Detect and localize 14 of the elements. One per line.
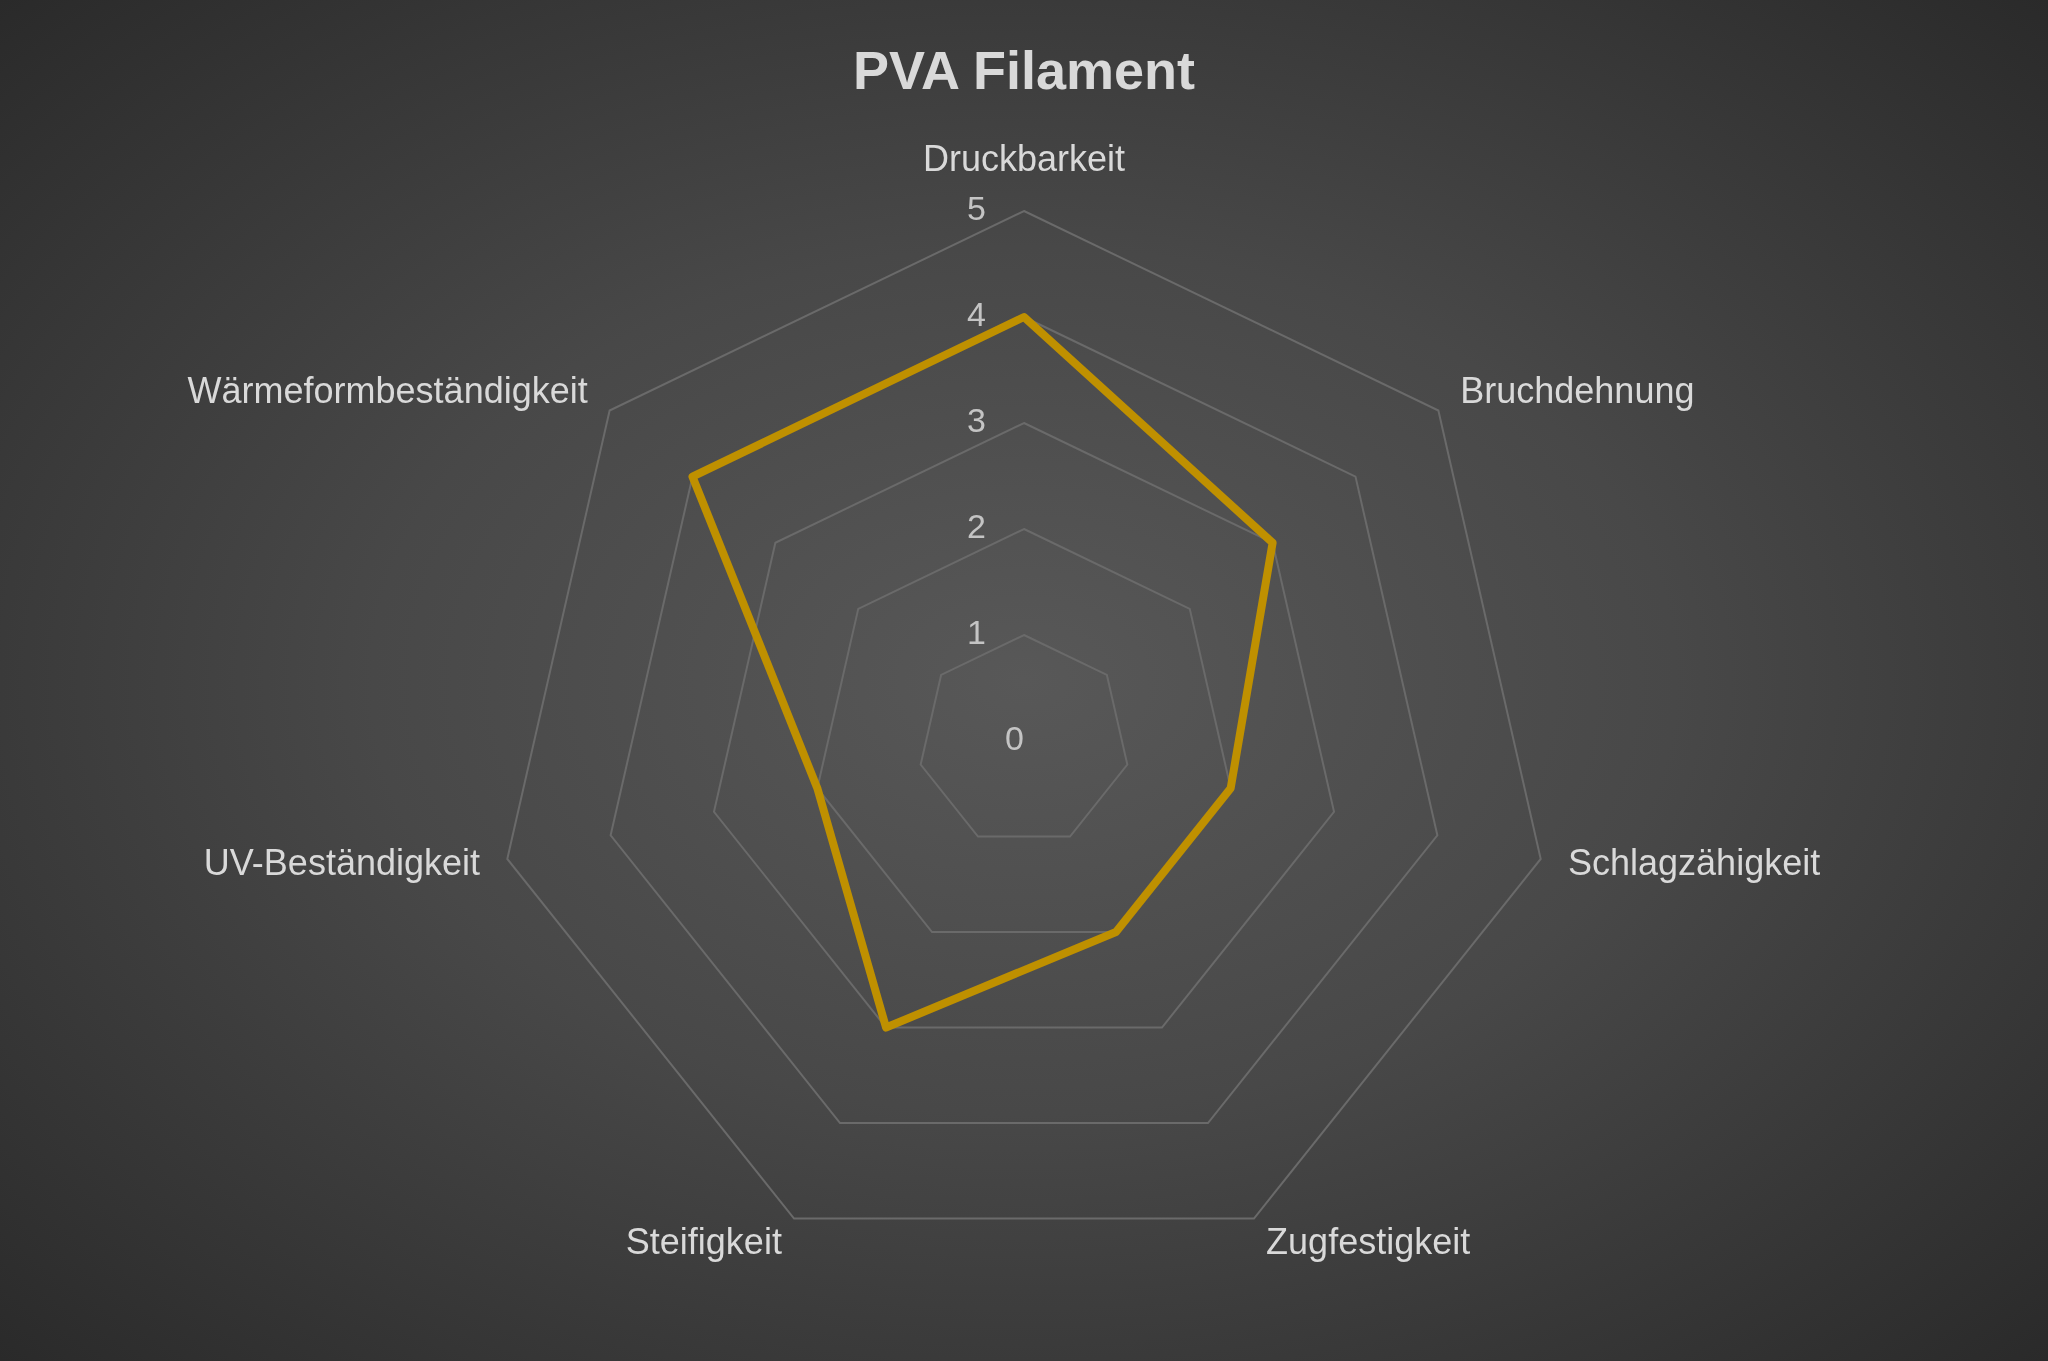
y-tick-label: 3 [967,401,986,440]
y-tick-label: 5 [967,189,986,228]
spoke-label: Bruchdehnung [1460,370,1695,412]
y-tick-label: 4 [967,295,986,334]
spoke-label: Zugfestigkeit [1266,1220,1471,1262]
y-tick-label: 0 [1005,719,1024,758]
spoke-label: Steifigkeit [625,1220,782,1262]
y-tick-label: 2 [967,507,986,546]
spoke-label: Druckbarkeit [922,138,1126,180]
chart-title: PVA Filament [852,40,1196,101]
y-tick-label: 1 [967,613,986,652]
spoke-label: Wärmeformbeständigkeit [187,370,588,412]
spoke-label: Schlagzähigkeit [1568,842,1821,884]
spoke-label: UV-Beständigkeit [203,842,480,884]
